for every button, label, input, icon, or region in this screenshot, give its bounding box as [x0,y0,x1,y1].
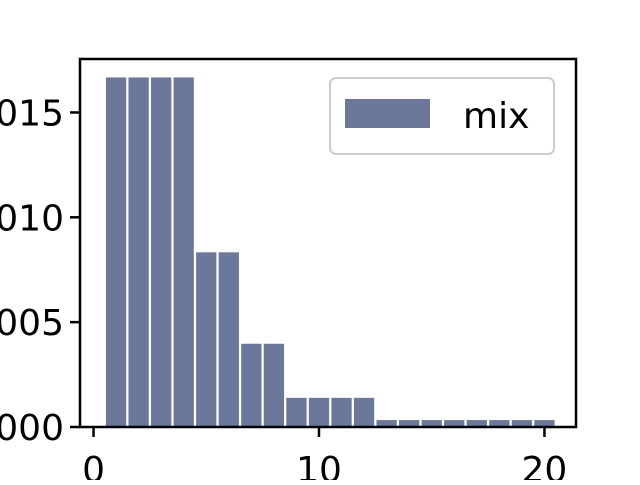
bar-mix-1 [105,77,127,427]
bar-mix-12 [353,397,375,427]
x-tick-label: 10 [296,450,342,480]
bar-mix-17 [466,420,487,427]
bar-mix-4 [173,77,194,427]
legend: mix [329,77,555,155]
bars-layer [105,77,555,427]
x-tick-label: 20 [522,450,568,480]
legend-label-mix: mix [463,96,529,137]
bar-mix-7 [241,343,262,427]
y-ticks: 000 005 010 015 [0,93,80,449]
bar-mix-13 [376,420,397,427]
bar-mix-20 [534,420,555,427]
legend-box [329,77,555,155]
bar-mix-2 [128,77,149,427]
bar-mix-6 [218,252,239,427]
axes-layer [78,57,578,429]
bar-mix-3 [151,77,172,427]
axes-frame [78,57,578,429]
bar-mix-9 [286,397,307,427]
bar-mix-15 [421,420,442,427]
bar-mix-11 [331,397,352,427]
y-tick-label: 005 [0,303,64,344]
bar-mix-5 [196,252,217,427]
y-tick-label: 015 [0,93,64,134]
legend-swatch-mix [345,99,430,128]
y-tick-label: 000 [0,408,64,449]
bar-mix-8 [263,343,285,427]
x-ticks: 0 10 20 [82,427,568,485]
y-tick-label: 010 [0,198,64,239]
bar-mix-19 [511,420,533,427]
bar-mix-16 [444,420,465,427]
x-tick-label: 0 [82,450,105,480]
bar-mix-10 [308,397,330,427]
bar-mix-14 [399,420,420,427]
bar-mix-18 [489,420,510,427]
